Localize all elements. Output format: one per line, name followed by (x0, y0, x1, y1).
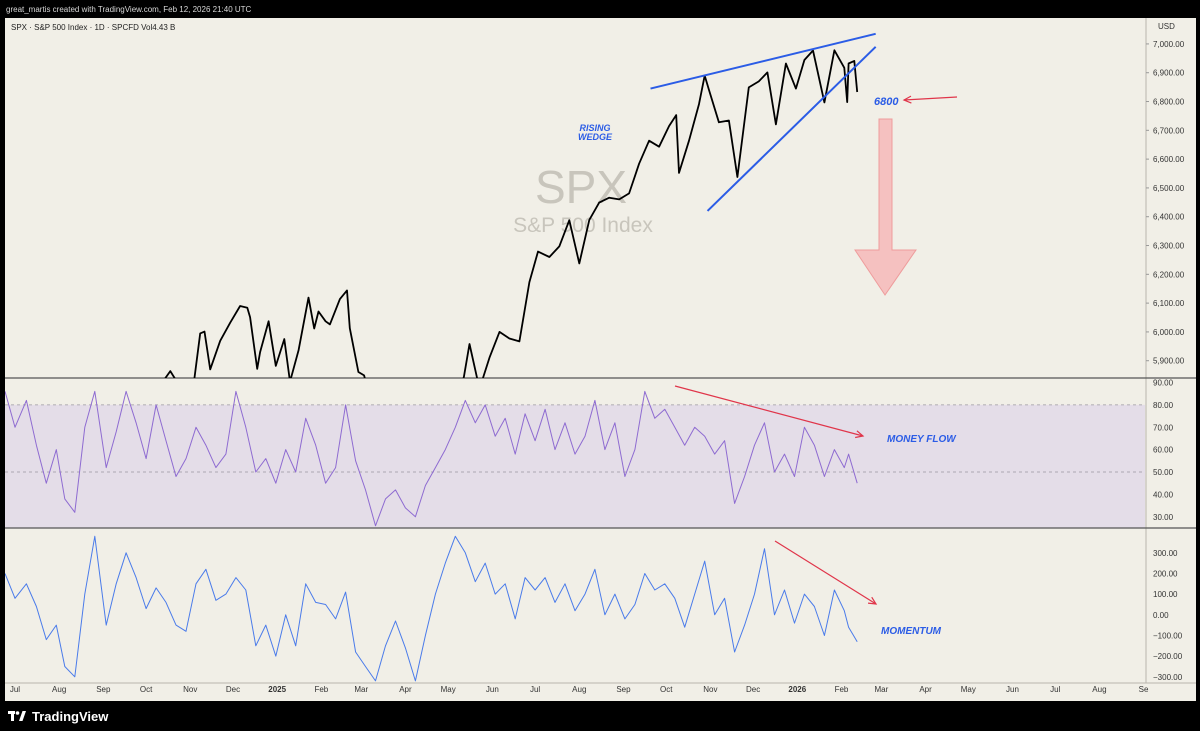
price-tick-label: 6,800.00 (1153, 98, 1185, 107)
price-tick-label: 6,100.00 (1153, 299, 1185, 308)
time-tick-label: Aug (572, 685, 586, 694)
time-tick-label: Feb (835, 685, 849, 694)
time-tick-label: Nov (703, 685, 717, 694)
mfi-band (5, 404, 1145, 528)
time-tick-label: Dec (226, 685, 240, 694)
price-tick-label: 7,000.00 (1153, 40, 1185, 49)
time-tick-label: Aug (1092, 685, 1106, 694)
attribution-text: great_martis created with TradingView.co… (6, 5, 252, 14)
time-tick-label: 2025 (268, 685, 286, 694)
symbol-line: SPX · S&P 500 Index · 1D · SPCFD Vol4.43… (11, 23, 175, 32)
momentum-tick-label: 0.00 (1153, 611, 1169, 620)
currency-label: USD (1158, 22, 1175, 31)
price-tick-label: 6,900.00 (1153, 69, 1185, 78)
big-down-arrow (854, 118, 917, 296)
momentum-tick-label: 300.00 (1153, 549, 1178, 558)
money-flow-label: MONEY FLOW (887, 434, 957, 445)
momentum-tick-label: −300.00 (1153, 673, 1183, 682)
price-tick-label: 6,000.00 (1153, 328, 1185, 337)
price-tick-label: 5,900.00 (1153, 357, 1185, 366)
time-tick-label: Sep (96, 685, 111, 694)
price-line (164, 49, 859, 378)
time-tick-label: Jul (530, 685, 540, 694)
level-label: 6800 (874, 96, 899, 108)
price-tick-label: 6,400.00 (1153, 213, 1185, 222)
momentum-label: MOMENTUM (881, 626, 942, 637)
price-tick-label: 6,300.00 (1153, 242, 1185, 251)
level-arrow (903, 96, 958, 101)
money-flow-line (5, 390, 858, 527)
time-tick-label: May (441, 685, 456, 694)
time-tick-label: Mar (874, 685, 888, 694)
time-tick-label: Feb (314, 685, 328, 694)
time-tick-label: Jul (10, 685, 20, 694)
time-tick-label: Oct (140, 685, 153, 694)
chart-area: SPX S&P 500 Index SPX · S&P 500 Index · 1D… (5, 18, 1196, 701)
time-tick-label: Jul (1050, 685, 1060, 694)
mfi-tick-label: 70.00 (1153, 423, 1174, 432)
watermark-name: S&P 500 Index (513, 214, 653, 237)
money-flow-divergence-arrow (674, 385, 864, 437)
rising-wedge-label-1: RISING (579, 123, 610, 133)
momentum-divergence-arrow (774, 540, 877, 605)
tradingview-brand[interactable]: TradingView (8, 707, 108, 725)
price-tick-label: 6,600.00 (1153, 155, 1185, 164)
time-tick-label: Aug (52, 685, 66, 694)
momentum-tick-label: −200.00 (1153, 652, 1183, 661)
time-tick-label: Sep (616, 685, 631, 694)
tradingview-logo-icon (8, 711, 26, 721)
time-tick-label: May (961, 685, 976, 694)
wedge-lower-line (706, 46, 877, 212)
money-flow-divergence-arrow-head (855, 430, 865, 439)
mfi-tick-label: 90.00 (1153, 378, 1174, 387)
momentum-tick-label: 200.00 (1153, 569, 1178, 578)
mfi-tick-label: 80.00 (1153, 401, 1174, 410)
time-tick-label: Mar (354, 685, 368, 694)
time-tick-label: Se (1139, 685, 1149, 694)
time-tick-label: Apr (399, 685, 412, 694)
wedge-upper-line (650, 32, 876, 90)
rising-wedge-label-2: WEDGE (578, 132, 613, 142)
time-tick-label: Oct (660, 685, 673, 694)
price-tick-label: 6,700.00 (1153, 126, 1185, 135)
brand-name: TradingView (32, 708, 109, 724)
mfi-tick-label: 40.00 (1153, 490, 1174, 499)
time-tick-label: Jun (486, 685, 499, 694)
chart-background (5, 18, 1196, 701)
momentum-line (5, 535, 858, 682)
mfi-tick-label: 30.00 (1153, 513, 1174, 522)
momentum-tick-label: −100.00 (1153, 631, 1183, 640)
time-tick-label: Nov (183, 685, 197, 694)
time-tick-label: Dec (746, 685, 760, 694)
price-tick-label: 6,500.00 (1153, 184, 1185, 193)
momentum-divergence-arrow-head (867, 596, 878, 605)
time-tick-label: 2026 (788, 685, 806, 694)
time-tick-label: Jun (1006, 685, 1019, 694)
time-tick-label: Apr (919, 685, 932, 694)
price-tick-label: 6,200.00 (1153, 270, 1185, 279)
level-arrow-head (902, 95, 912, 104)
mfi-tick-label: 50.00 (1153, 468, 1174, 477)
mfi-tick-label: 60.00 (1153, 446, 1174, 455)
watermark-symbol: SPX (535, 161, 627, 213)
momentum-tick-label: 100.00 (1153, 590, 1178, 599)
